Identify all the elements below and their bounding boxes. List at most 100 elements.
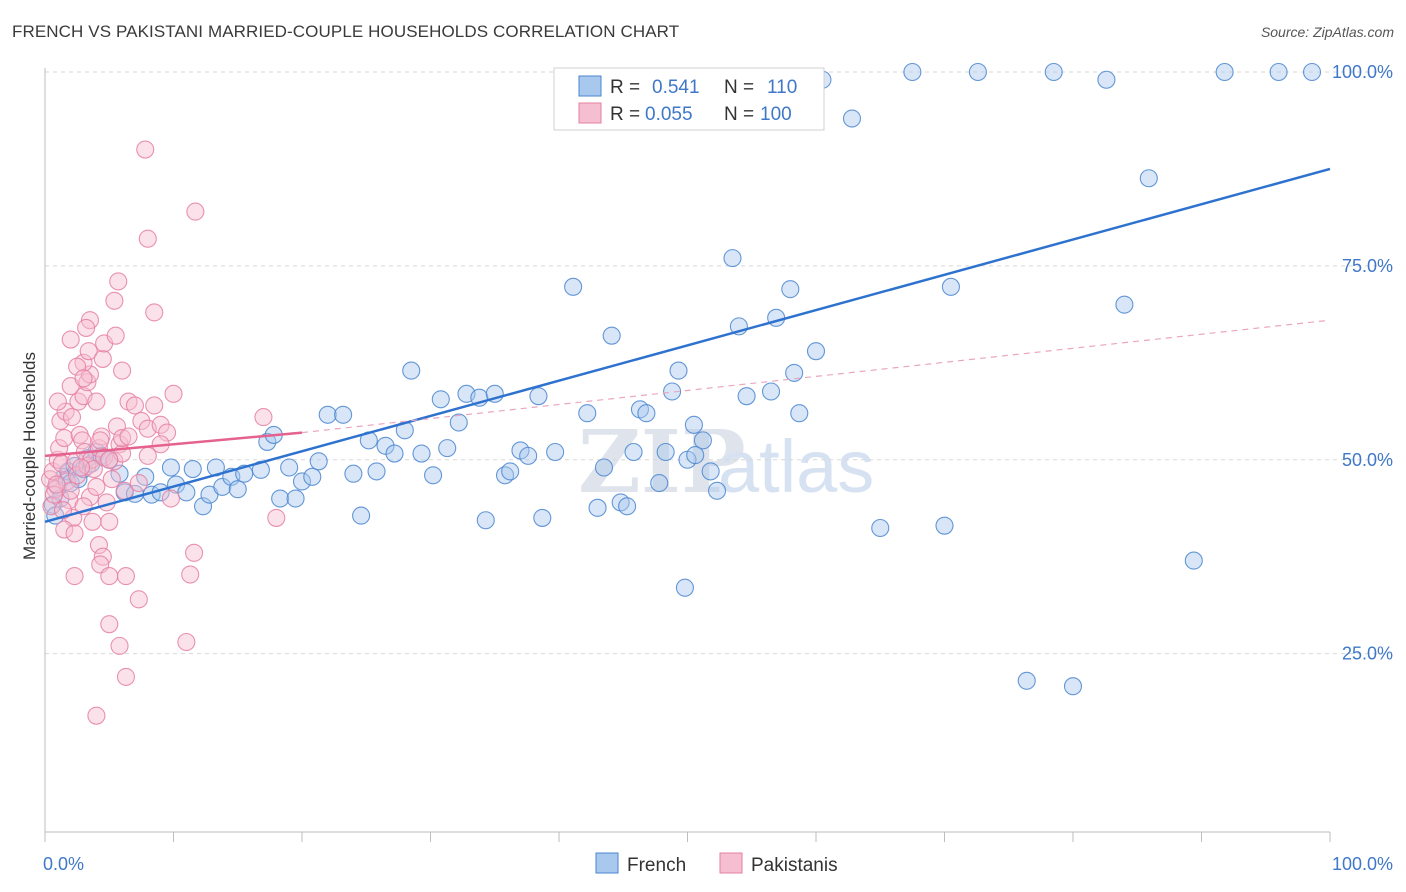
french-point [903, 62, 922, 82]
french-r-label: R = [610, 77, 640, 98]
pakistani-point [106, 326, 125, 345]
french-point [309, 452, 328, 471]
french-point [624, 442, 643, 462]
pakistani-point [267, 508, 286, 527]
french-n-label: N = [724, 77, 754, 98]
pakistani-point [105, 291, 124, 310]
pakistani-point [47, 475, 66, 494]
french-point [412, 444, 431, 463]
french-point [334, 405, 353, 424]
french-point [761, 382, 781, 401]
pakistani-point [51, 411, 70, 431]
pakistani-point [65, 524, 84, 543]
french-point [618, 497, 637, 516]
pakistani-points [41, 140, 286, 725]
pakistani-point [93, 349, 112, 368]
french-point [588, 498, 607, 517]
french-point [213, 477, 232, 496]
pakistani-point [119, 427, 138, 446]
pakistani-point [145, 396, 164, 415]
pakistani-r-value: 0.055 [645, 104, 693, 125]
french-point [968, 62, 987, 82]
french-point [271, 489, 290, 508]
pakistani-point [102, 470, 121, 489]
french-bottom-swatch [595, 852, 619, 874]
french-point [708, 481, 727, 500]
french-point [1097, 70, 1116, 89]
source-label: Source: ZipAtlas.com [1260, 24, 1394, 40]
pakistani-point [55, 520, 74, 539]
trend-lines [44, 167, 1331, 524]
pakistani-point [125, 396, 144, 415]
pakistani-point [100, 615, 119, 634]
pakistani-point [79, 342, 98, 361]
pakistani-point [71, 458, 91, 477]
french-point [693, 431, 712, 450]
french-point [663, 382, 682, 401]
french-point [578, 404, 597, 423]
french-point [941, 277, 960, 296]
french-point [1184, 551, 1203, 570]
french-point [177, 483, 196, 502]
pakistani-point [100, 450, 119, 469]
pakistani-point [109, 272, 128, 291]
pakistani-point [177, 632, 196, 652]
pakistani-point [136, 140, 155, 159]
pakistani-point [83, 512, 102, 531]
pakistani-point [62, 408, 82, 427]
pakistani-point [42, 497, 61, 516]
pakistani-point [65, 567, 84, 586]
french-point [1302, 62, 1322, 82]
french-point [564, 277, 583, 296]
stats-legend: R = 0.541 N = 110 R = 0.055 N = 100 [553, 67, 825, 131]
french-point [194, 497, 213, 516]
french-point [546, 442, 565, 462]
pakistani-point [161, 489, 180, 508]
french-point [449, 413, 468, 432]
pakistani-point [80, 487, 100, 507]
axes [44, 68, 1331, 842]
french-point [723, 249, 742, 268]
pakistani-point [87, 392, 106, 411]
y-tick-labels: 25.0% 50.0% 75.0% 100.0% [1332, 62, 1393, 664]
pakistani-point [145, 303, 164, 322]
french-point [701, 462, 720, 481]
french-point [344, 464, 363, 483]
french-point [402, 361, 421, 380]
pakistani-legend-swatch [578, 102, 602, 124]
pakistani-point [89, 536, 109, 555]
french-point [228, 480, 247, 499]
french-point [684, 415, 703, 434]
pakistani-point [87, 477, 106, 496]
french-point [385, 444, 404, 463]
french-point [675, 578, 694, 597]
pakistani-n-value: 100 [760, 104, 792, 125]
pakistani-point [68, 357, 87, 376]
pakistani-point [158, 423, 177, 442]
french-point [686, 446, 705, 465]
french-point [1215, 62, 1234, 82]
french-point [529, 387, 548, 406]
french-point [352, 506, 371, 525]
french-r-value: 0.541 [652, 77, 700, 98]
pakistani-point [57, 472, 76, 491]
french-point [183, 460, 202, 479]
pakistani-point [100, 512, 119, 531]
french-point [431, 390, 450, 409]
pakistani-point [87, 706, 106, 725]
french-bottom-label: French [627, 855, 686, 876]
french-point [438, 439, 457, 458]
pakistani-point [113, 428, 132, 448]
chart-title: FRENCH VS PAKISTANI MARRIED-COUPLE HOUSE… [12, 22, 680, 41]
y-tick-label: 25.0% [1342, 644, 1393, 664]
french-point [303, 467, 322, 486]
french-point [669, 361, 688, 380]
french-point [501, 462, 520, 481]
french-points [43, 62, 1322, 696]
pakistani-point [100, 567, 119, 586]
watermark-atlas: atlas [718, 425, 874, 508]
pakistani-point [77, 318, 96, 337]
french-point [533, 508, 552, 527]
pakistani-point [107, 417, 127, 436]
pakistani-n-label: N = [724, 104, 754, 125]
